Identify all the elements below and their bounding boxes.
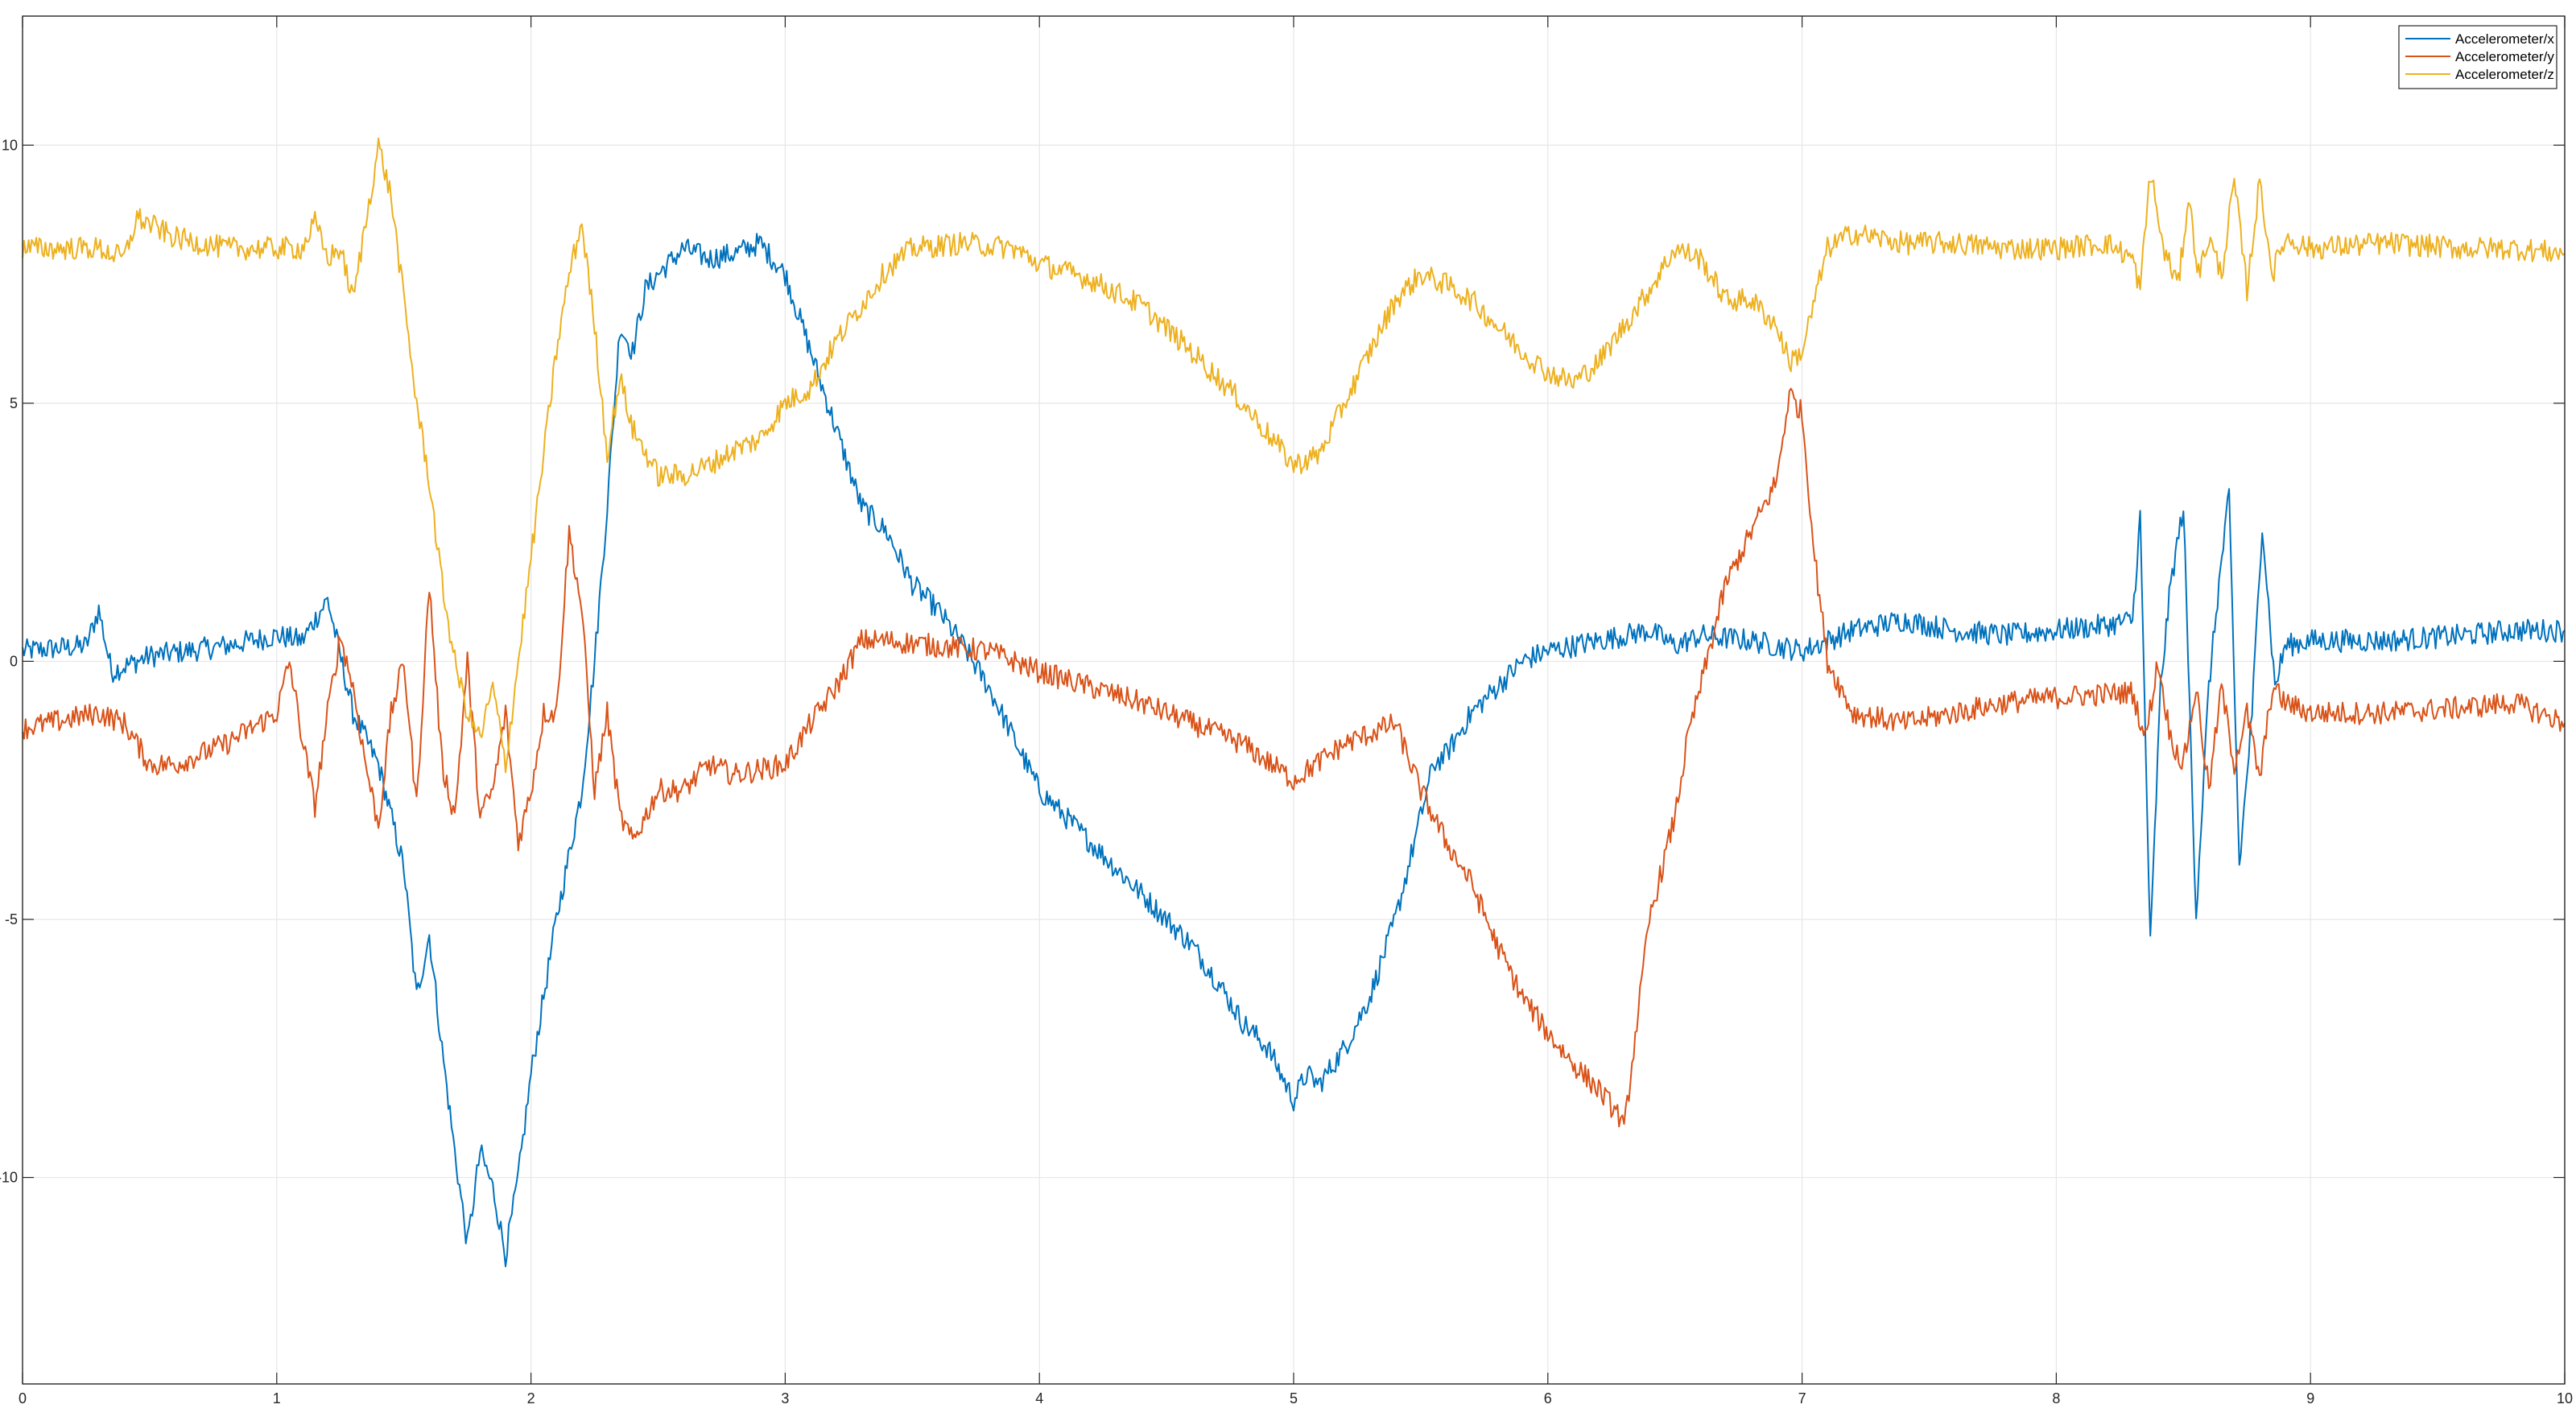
x-tick-label: 8	[2052, 1390, 2060, 1406]
x-tick-label: 3	[781, 1390, 789, 1406]
x-tick-label: 2	[527, 1390, 535, 1406]
series-lines	[22, 137, 2566, 1267]
x-tick-label: 7	[1798, 1390, 1806, 1406]
y-tick-label: -5	[5, 911, 18, 927]
x-tick-label: 0	[19, 1390, 27, 1406]
series-line-1	[22, 233, 2566, 1267]
x-tick-label: 6	[1544, 1390, 1552, 1406]
series-line-3	[22, 137, 2566, 774]
y-tick-label: 0	[10, 653, 18, 669]
legend-label: Accelerometer/z	[2455, 67, 2554, 82]
x-tick-label: 4	[1035, 1390, 1043, 1406]
y-tick-label: 10	[2, 137, 18, 153]
x-tick-label: 1	[273, 1390, 281, 1406]
legend-label: Accelerometer/y	[2455, 49, 2554, 64]
x-tick-label: 9	[2306, 1390, 2314, 1406]
axis-ticks: 0 1 2 3 4 5 6 7 8 9 10 10 5 0 -5 -10	[0, 16, 2573, 1406]
legend-label: Accelerometer/x	[2455, 31, 2554, 47]
y-tick-label: -10	[0, 1170, 18, 1186]
x-tick-label: 5	[1290, 1390, 1298, 1406]
x-tick-label: 10	[2557, 1390, 2573, 1406]
legend: Accelerometer/x Accelerometer/y Accelerome…	[2398, 25, 2557, 89]
y-tick-label: 5	[10, 395, 18, 411]
series-line-2	[22, 387, 2566, 1128]
grid	[22, 16, 2566, 1384]
